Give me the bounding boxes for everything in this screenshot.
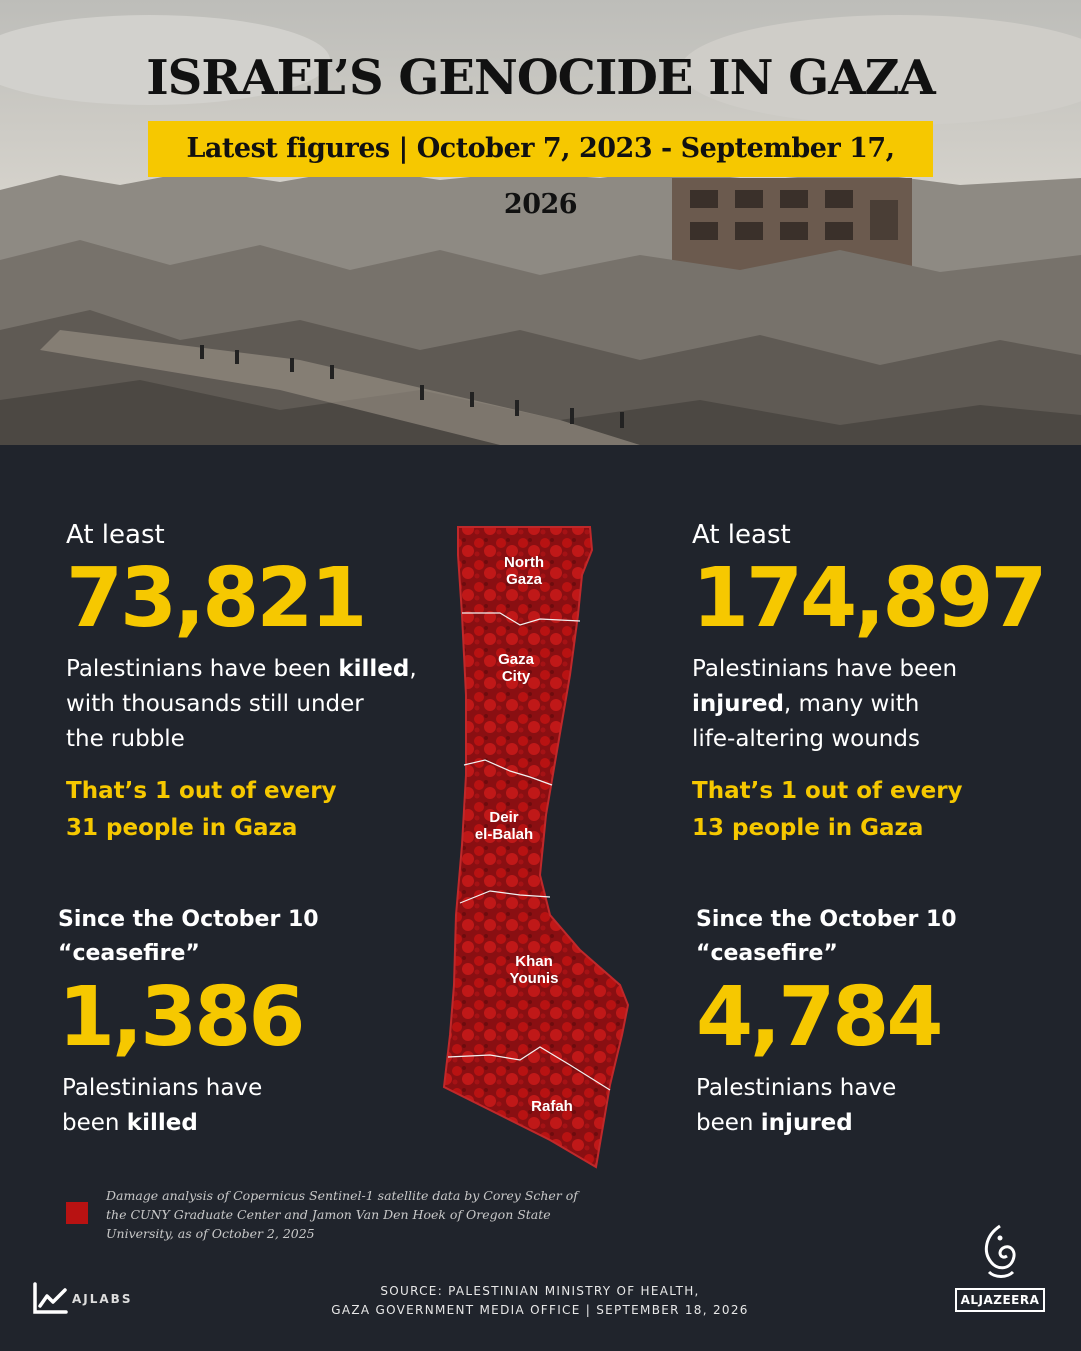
aljazeera-wordmark: ALJAZEERA	[954, 1288, 1046, 1312]
map-label-north-gaza-1: North	[504, 554, 544, 571]
ceasefire-injured-number: 4,784	[696, 970, 943, 1065]
ceasefire-killed-desc-pre: been	[62, 1110, 127, 1136]
killed-desc-bold: killed	[338, 656, 410, 682]
source-line2: GAZA GOVERNMENT MEDIA OFFICE | SEPTEMBER…	[331, 1303, 749, 1317]
border-north-gaza	[462, 612, 581, 626]
source-line1: SOURCE: PALESTINIAN MINISTRY OF HEALTH,	[380, 1284, 700, 1298]
killed-desc-post: ,	[409, 656, 417, 682]
injured-ratio-line2: 13 people in Gaza	[692, 815, 924, 841]
map-label-rafah: Rafah	[531, 1098, 573, 1115]
ceasefire-killed-stat: Since the October 10 “ceasefire” 1,386 P…	[58, 903, 319, 1141]
ceasefire-killed-description: Palestinians have been killed	[62, 1071, 319, 1141]
map-label-deir-el-balah-1: Deir	[489, 809, 518, 826]
ajlabs-label: AJLABS	[72, 1292, 133, 1306]
injured-description: Palestinians have been injured, many wit…	[692, 652, 1044, 757]
damage-legend-text: Damage analysis of Copernicus Sentinel-1…	[106, 1188, 578, 1241]
ceasefire-injured-description: Palestinians have been injured	[696, 1071, 957, 1141]
map-label-north-gaza-2: Gaza	[506, 571, 543, 588]
ceasefire-injured-since: Since the October 10 “ceasefire”	[696, 903, 957, 971]
injured-desc-line3: life-altering wounds	[692, 726, 920, 752]
ceasefire-killed-desc-line1: Palestinians have	[62, 1075, 263, 1101]
border-deir-el-balah	[459, 890, 551, 904]
damage-legend-swatch	[66, 1202, 88, 1224]
border-gaza-city	[463, 759, 553, 786]
injured-ratio: That’s 1 out of every 13 people in Gaza	[692, 773, 1044, 847]
page-title: ISRAEL’S GENOCIDE IN GAZA	[146, 50, 936, 106]
killed-desc-pre: Palestinians have been	[66, 656, 339, 682]
ceasefire-injured-since-line1: Since the October 10	[696, 907, 957, 932]
killed-description: Palestinians have been killed, with thou…	[66, 652, 417, 757]
ceasefire-killed-number: 1,386	[58, 970, 305, 1065]
ceasefire-injured-stat: Since the October 10 “ceasefire” 4,784 P…	[696, 903, 957, 1141]
aljazeera-calligraphy-icon	[984, 1224, 1016, 1278]
injured-desc-bold: injured	[692, 691, 784, 717]
killed-stat: At least 73,821 Palestinians have been k…	[66, 520, 417, 847]
map-label-khan-younis-2: Younis	[510, 970, 559, 987]
date-range-banner: Latest figures | October 7, 2023 - Septe…	[148, 121, 933, 220]
map-label-gaza-city-1: Gaza	[498, 651, 535, 668]
aljazeera-logo: ALJAZEERA	[952, 1222, 1048, 1312]
ceasefire-injured-desc-line1: Palestinians have	[696, 1075, 897, 1101]
ceasefire-killed-since-line1: Since the October 10	[58, 907, 319, 932]
injured-desc-line1: Palestinians have been	[692, 656, 958, 682]
ceasefire-killed-desc-bold: killed	[126, 1110, 198, 1136]
ajlabs-chart-icon	[33, 1282, 68, 1314]
injured-stat: At least 174,897 Palestinians have been …	[692, 520, 1047, 847]
map-label-deir-el-balah-2: el-Balah	[475, 826, 533, 843]
border-khan-younis	[447, 1046, 611, 1091]
gaza-damage-map: North Gaza Gaza City Deir el-Balah Khan …	[442, 526, 630, 1169]
source-credit: SOURCE: PALESTINIAN MINISTRY OF HEALTH, …	[300, 1282, 780, 1320]
map-label-gaza-city-2: City	[502, 668, 531, 685]
killed-desc-line2: with thousands still under	[66, 691, 364, 717]
killed-prefix: At least	[66, 520, 165, 550]
ceasefire-killed-since-line2: “ceasefire”	[58, 941, 200, 966]
injured-prefix: At least	[692, 520, 791, 550]
killed-desc-line3: the rubble	[66, 726, 185, 752]
killed-number: 73,821	[66, 551, 367, 646]
injured-desc-post: , many with	[783, 691, 920, 717]
map-label-khan-younis-1: Khan	[515, 953, 553, 970]
hero-photo: ISRAEL’S GENOCIDE IN GAZA Latest figures…	[0, 0, 1081, 445]
ajlabs-logo: AJLABS	[32, 1282, 132, 1316]
gaza-strip-outline	[442, 526, 630, 1169]
injured-number: 174,897	[692, 551, 1047, 646]
killed-ratio: That’s 1 out of every 31 people in Gaza	[66, 773, 417, 847]
killed-ratio-line1: That’s 1 out of every	[66, 778, 337, 804]
injured-ratio-line1: That’s 1 out of every	[692, 778, 963, 804]
ceasefire-injured-desc-pre: been	[696, 1110, 761, 1136]
ceasefire-injured-since-line2: “ceasefire”	[696, 941, 838, 966]
ceasefire-injured-desc-bold: injured	[760, 1110, 853, 1136]
killed-ratio-line2: 31 people in Gaza	[66, 815, 298, 841]
rubble-photo-illustration	[0, 0, 1081, 445]
ceasefire-killed-since: Since the October 10 “ceasefire”	[58, 903, 319, 971]
